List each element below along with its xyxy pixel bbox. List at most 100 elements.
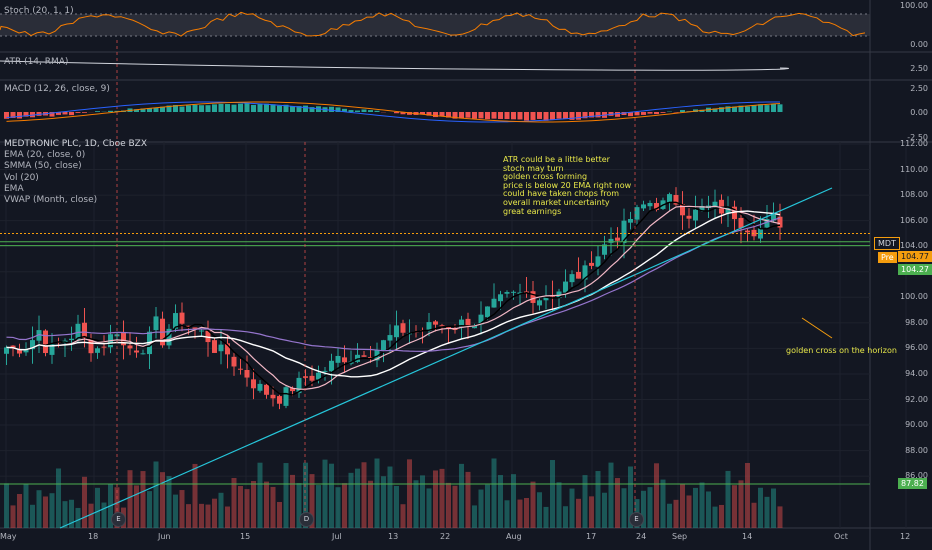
volume-bar <box>283 463 289 528</box>
macd-bar <box>56 112 61 115</box>
macd-bar <box>153 107 159 112</box>
volume-bar <box>257 462 263 528</box>
candle-body <box>244 370 250 378</box>
volume-bar <box>680 483 685 528</box>
candle-body <box>615 237 620 241</box>
macd-bar <box>290 105 295 112</box>
macd-bar <box>348 110 354 112</box>
volume-bar <box>147 491 152 528</box>
atr-line <box>0 60 789 71</box>
macd-bar <box>452 112 458 119</box>
volume-bar <box>374 458 380 528</box>
volume-bar <box>446 482 451 528</box>
macd-bar <box>543 112 549 121</box>
macd-bar <box>426 112 432 116</box>
golden-cross-arrow <box>801 317 833 339</box>
price-tick: 110.00 <box>900 164 928 174</box>
candle-body <box>426 322 432 331</box>
volume-bar <box>667 503 672 528</box>
macd-bar <box>212 104 217 112</box>
candle-body <box>446 326 451 329</box>
candle-body <box>192 327 198 330</box>
macd-tick-zero: 0.00 <box>910 108 928 117</box>
macd-bar <box>589 112 594 118</box>
candle-body <box>153 316 159 331</box>
volume-bar <box>433 470 438 528</box>
note-line: overall market uncertainty <box>503 197 610 207</box>
macd-bar <box>10 112 16 118</box>
macd-bar <box>641 112 646 115</box>
macd-bar <box>238 103 243 112</box>
symbol-tag: MDT <box>874 237 900 250</box>
macd-bar <box>17 112 22 119</box>
macd-bar <box>251 104 256 112</box>
volume-bar <box>10 505 16 528</box>
candle-body <box>387 335 393 341</box>
volume-bar <box>4 483 9 528</box>
earnings-event-icon[interactable]: E <box>629 512 644 527</box>
volume-bar <box>615 478 620 528</box>
x-axis-label: Aug <box>506 532 522 541</box>
volume-bar <box>751 502 757 528</box>
earnings-event-icon[interactable]: E <box>111 512 126 527</box>
indicator-smma50[interactable]: SMMA (50, close) <box>4 161 82 172</box>
indicator-vol[interactable]: Vol (20) <box>4 172 39 183</box>
candle-body <box>361 355 367 357</box>
volume-bar <box>654 463 659 528</box>
candle-body <box>212 340 217 353</box>
candle-body <box>777 216 783 228</box>
macd-bar <box>225 104 230 112</box>
candle-body <box>88 338 94 354</box>
macd-bar <box>186 105 191 112</box>
note-line: stoch may turn <box>503 163 564 173</box>
indicator-vwap[interactable]: VWAP (Month, close) <box>4 195 98 206</box>
dividend-event-icon[interactable]: D <box>299 512 314 527</box>
candle-body <box>368 357 373 359</box>
candle-body <box>277 396 282 404</box>
chart-title[interactable]: MEDTRONIC PLC, 1D, Cboe BZX <box>4 139 147 149</box>
macd-bar <box>498 112 503 119</box>
indicator-ema20[interactable]: EMA (20, close, 0) <box>4 150 86 161</box>
macd-bar <box>764 105 770 112</box>
volume-bar <box>589 496 594 528</box>
macd-bar <box>751 105 757 112</box>
volume-bar <box>576 498 581 528</box>
volume-bar <box>452 485 458 528</box>
macd-bar <box>4 112 9 119</box>
macd-bar <box>160 106 165 112</box>
volume-bar <box>413 480 419 528</box>
candle-body <box>738 217 744 229</box>
candle-body <box>17 349 22 354</box>
candle-body <box>621 220 627 244</box>
macd-bar <box>446 112 451 118</box>
price-tick: 92.00 <box>905 394 928 404</box>
ema20-line <box>6 201 781 396</box>
macd-bar <box>615 112 620 117</box>
note-annotation: ATR could be a little better stoch may t… <box>503 155 631 216</box>
candle-body <box>459 319 464 328</box>
volume-bar <box>712 506 718 528</box>
macd-bar <box>218 103 224 112</box>
candle-body <box>342 357 347 363</box>
macd-bar <box>595 112 601 118</box>
indicator-ema[interactable]: EMA <box>4 183 24 194</box>
macd-bar <box>140 108 146 112</box>
candle-body <box>257 383 263 391</box>
macd-bar <box>439 112 445 117</box>
candle-body <box>43 330 48 354</box>
stoch-line <box>0 11 866 37</box>
volume-bar <box>140 471 146 528</box>
macd-bar <box>108 110 113 112</box>
x-axis-label: Oct <box>834 532 848 541</box>
candle-body <box>69 338 74 341</box>
candle-body <box>4 347 9 354</box>
x-axis-label: 18 <box>88 532 99 541</box>
volume-bar <box>316 485 321 528</box>
macd-bar <box>400 112 406 115</box>
volume-bar <box>426 488 432 528</box>
price-tick: 86.00 <box>905 471 928 481</box>
volume-bar <box>485 484 490 528</box>
vwap-line <box>6 217 781 352</box>
golden-cross-annotation: golden cross on the horizon <box>786 346 897 355</box>
